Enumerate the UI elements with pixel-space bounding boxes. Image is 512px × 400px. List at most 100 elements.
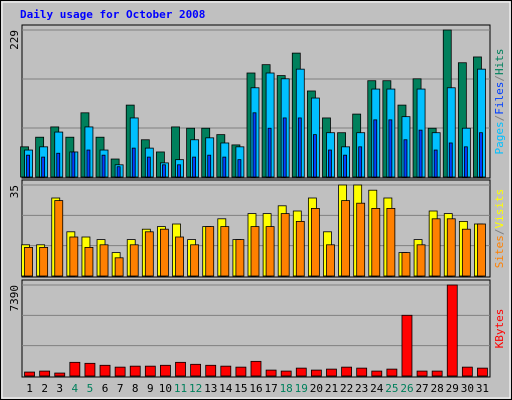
bar [24,246,33,277]
bar [446,218,456,277]
bar [418,129,423,178]
bar [160,228,169,277]
bar [326,368,337,377]
legend-entry: Sites [493,235,506,268]
bar [433,149,438,178]
bar [280,370,292,377]
x-tick-label: 31 [476,382,489,395]
bar [250,360,262,377]
bar [175,361,186,377]
x-tick-label: 24 [370,382,384,395]
bar [386,368,398,377]
x-tick-label: 6 [102,382,109,395]
bar [54,372,66,377]
bar [24,371,35,377]
x-tick-label: 7 [117,382,124,395]
x-tick-label: 1 [26,382,33,395]
bar [235,366,247,377]
bar [41,156,46,178]
x-tick-label: 8 [132,382,139,395]
bar [175,236,184,277]
bar [461,366,473,377]
x-tick-label: 25 [385,382,398,395]
bar [177,164,181,178]
bar [310,207,320,277]
bar [461,228,471,277]
bar [312,134,317,178]
x-tick-label: 4 [72,382,79,395]
x-tick-label: 23 [355,382,368,395]
bar [220,365,232,377]
bar [371,207,381,277]
bar [250,226,260,277]
bar [297,117,302,178]
legend: Pages/Files/Hits [493,49,506,155]
bar [401,314,413,377]
bar [343,154,347,178]
bar [205,226,215,277]
bar [160,364,171,377]
bar [69,361,81,377]
bar [386,207,396,277]
x-tick-label: 11 [174,382,187,395]
x-tick-label: 17 [264,382,277,395]
bar [477,223,486,277]
bar [328,149,332,178]
bar [358,146,363,178]
y-tick-label: 7390 [8,285,21,312]
bar [341,366,352,377]
bar [101,154,106,178]
bar [84,362,96,377]
bar [190,244,200,277]
bar [477,367,488,377]
x-tick-label: 14 [219,382,233,395]
x-tick-label: 27 [415,382,428,395]
legend-entry: KBytes [493,309,506,349]
x-tick-label: 3 [56,382,63,395]
bar [448,142,453,178]
x-tick-label: 2 [41,382,48,395]
bar [267,127,272,178]
legend-entry: Hits [493,49,506,76]
x-tick-label: 22 [340,382,353,395]
bar [416,370,428,377]
legend-separator: / [493,115,506,122]
x-tick-label: 5 [87,382,94,395]
legend-entry: Visits [493,189,506,229]
legend-separator: / [493,229,506,236]
bar [114,257,124,277]
y-tick-label: 229 [8,30,21,50]
bar [235,239,245,277]
bar [265,369,277,377]
x-tick-label: 21 [325,382,338,395]
bar [207,154,212,178]
x-tick-label: 10 [159,382,172,395]
bar [146,156,151,178]
x-tick-label: 13 [204,382,217,395]
y-tick-label: 35 [8,185,21,198]
bar [341,200,350,277]
bar [373,119,378,178]
bar [162,164,166,178]
x-tick-label: 30 [461,382,474,395]
bar [144,365,156,377]
bar [403,139,408,178]
bar [129,244,139,277]
bar [86,149,91,178]
bar [131,147,136,178]
bar [237,159,242,178]
legend-separator: / [493,75,506,82]
bar [192,156,197,178]
bar [479,132,483,178]
bar [446,284,458,377]
bar [356,202,366,277]
legend-entry: Files [493,82,506,115]
bar [144,231,154,277]
bar [190,363,202,377]
bar [84,246,94,277]
bar [295,220,305,277]
bar [416,244,426,277]
bar [310,369,322,377]
bar [54,200,64,277]
